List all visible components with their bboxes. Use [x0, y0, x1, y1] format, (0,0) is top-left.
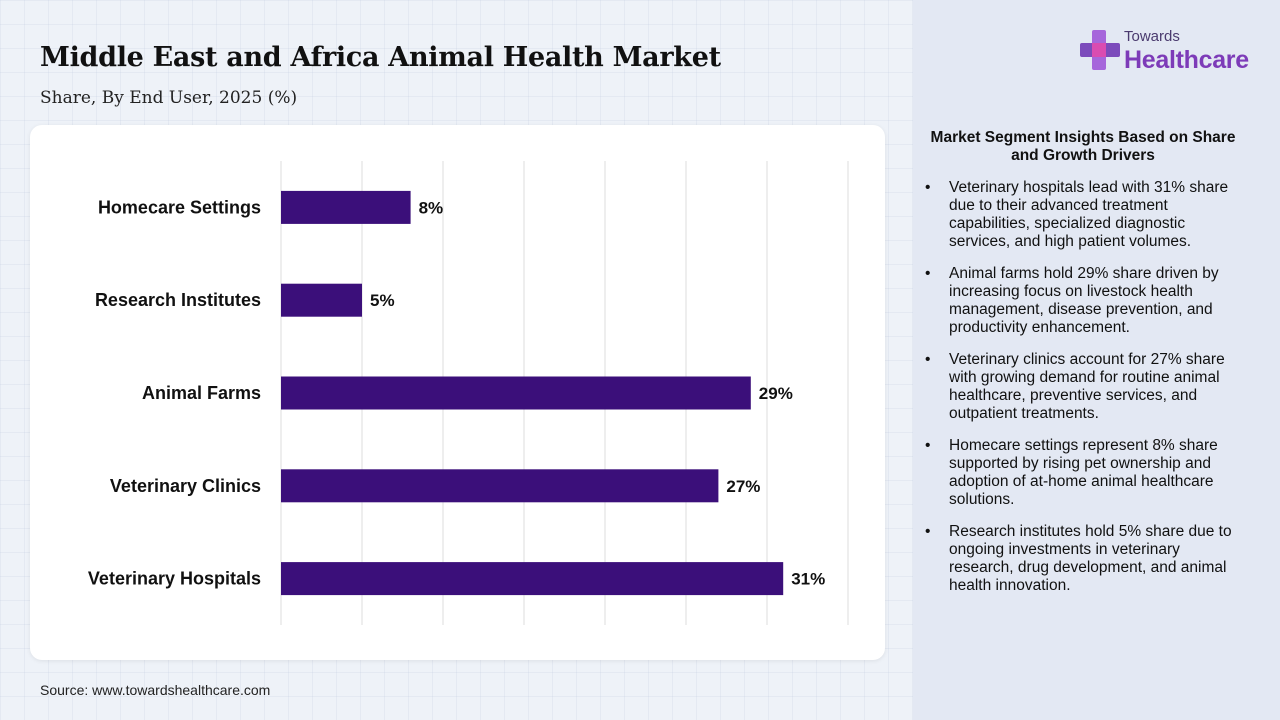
bullet-icon: •: [925, 179, 931, 196]
bullet-icon: •: [925, 265, 931, 282]
insight-text: Veterinary clinics account for 27% share…: [949, 351, 1225, 422]
logo-text-top: Towards: [1124, 28, 1180, 45]
value-label: 29%: [759, 384, 793, 403]
insight-item: • Homecare settings represent 8% share su…: [923, 437, 1248, 509]
bar: [281, 562, 784, 596]
insight-item: • Veterinary clinics account for 27% shar…: [923, 351, 1248, 423]
bar: [281, 376, 751, 410]
value-label: 31%: [791, 570, 825, 589]
insight-text: Animal farms hold 29% share driven by in…: [949, 265, 1219, 336]
insights-panel: [913, 0, 1280, 720]
bar: [281, 190, 411, 224]
insight-text: Research institutes hold 5% share due to…: [949, 523, 1232, 594]
insights-list: • Veterinary hospitals lead with 31% shar…: [923, 179, 1248, 609]
insight-item: • Animal farms hold 29% share driven by i…: [923, 265, 1248, 337]
category-label: Homecare Settings: [98, 197, 261, 217]
value-label: 8%: [419, 198, 444, 217]
bullet-icon: •: [925, 523, 931, 540]
bullet-icon: •: [925, 351, 931, 368]
towards-healthcare-logo: Towards Healthcare: [1078, 26, 1258, 80]
chart-card: Homecare Settings 8% Research Institutes 5%…: [30, 125, 885, 660]
insight-text: Homecare settings represent 8% share sup…: [949, 437, 1218, 508]
category-label: Research Institutes: [95, 290, 261, 310]
insights-title: Market Segment Insights Based on Share a…: [930, 129, 1236, 164]
logo-text-bottom: Healthcare: [1124, 46, 1249, 74]
page-title: Middle East and Africa Animal Health Mar…: [40, 42, 721, 73]
source-note: Source: www.towardshealthcare.com: [40, 682, 271, 698]
insight-item: • Research institutes hold 5% share due t…: [923, 523, 1248, 595]
bar-chart: Homecare Settings 8% Research Institutes 5%…: [88, 161, 849, 625]
category-label: Veterinary Clinics: [110, 476, 261, 496]
insight-item: • Veterinary hospitals lead with 31% shar…: [923, 179, 1248, 251]
medical-cross-icon: [1080, 30, 1120, 70]
value-label: 27%: [726, 477, 760, 496]
bar: [281, 469, 719, 503]
category-label: Animal Farms: [142, 383, 261, 403]
value-label: 5%: [370, 291, 395, 310]
page-subtitle: Share, By End User, 2025 (%): [40, 88, 298, 108]
bullet-icon: •: [925, 437, 931, 454]
insight-text: Veterinary hospitals lead with 31% share…: [949, 179, 1229, 250]
category-label: Veterinary Hospitals: [88, 569, 261, 589]
bar: [281, 283, 362, 317]
